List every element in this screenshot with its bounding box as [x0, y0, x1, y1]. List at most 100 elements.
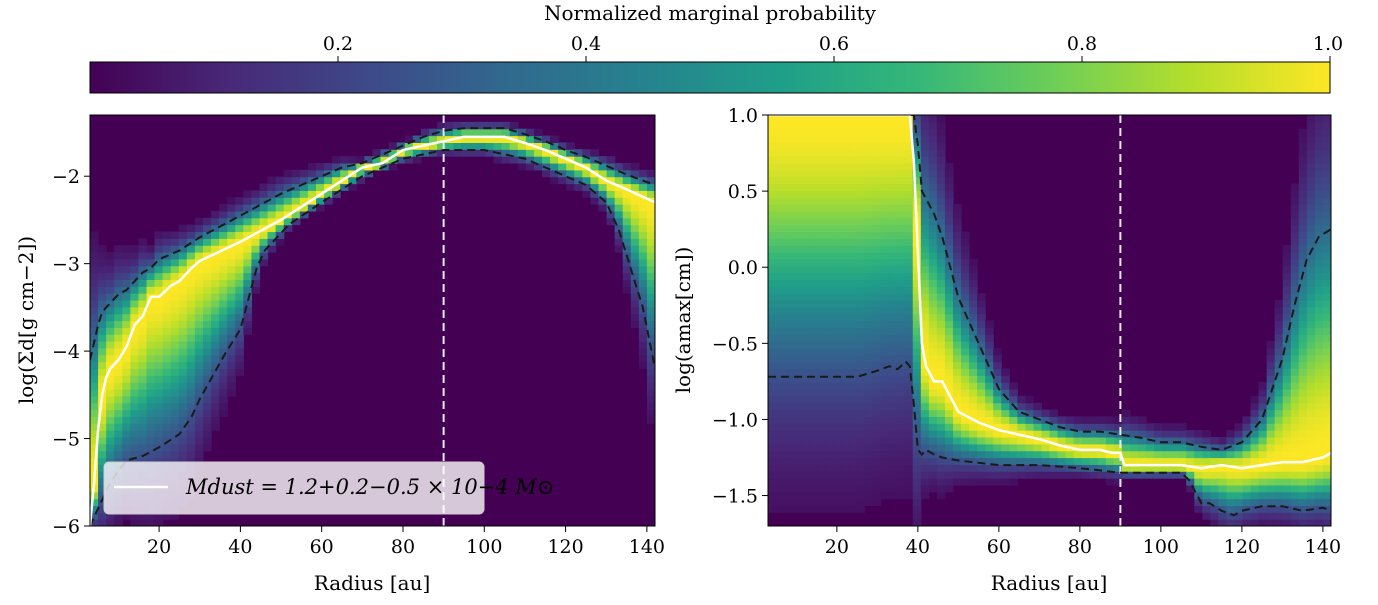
heatmap-cell — [936, 258, 946, 267]
heatmap-cell — [816, 238, 825, 246]
heatmap-cell — [896, 115, 906, 123]
heatmap-cell — [961, 347, 970, 356]
heatmap-cell — [194, 320, 204, 328]
heatmap-cell — [614, 176, 624, 185]
heatmap-cell — [1218, 450, 1228, 459]
heatmap-cell — [824, 286, 833, 294]
heatmap-cell — [1306, 231, 1316, 239]
heatmap-cell — [936, 368, 946, 376]
left-panel: 20 40 60 80 100 120 140−6−5−4−3−2 Radius [au] … — [14, 114, 665, 595]
heatmap-cell — [219, 347, 228, 356]
heatmap-cell — [90, 238, 99, 246]
heatmap-cell — [1306, 272, 1316, 280]
heatmap-cell — [872, 423, 882, 431]
heatmap-cell — [832, 334, 841, 342]
heatmap-cell — [792, 252, 801, 260]
heatmap-cell — [792, 272, 801, 280]
heatmap-cell — [768, 306, 777, 315]
heatmap-cell — [864, 320, 874, 328]
heatmap-cell — [952, 423, 962, 431]
heatmap-cell — [461, 135, 470, 143]
heatmap-cell — [792, 224, 801, 233]
heatmap-cell — [1290, 265, 1300, 274]
heatmap-cell — [961, 389, 970, 397]
heatmap-cell — [896, 183, 906, 191]
heatmap-cell — [283, 183, 293, 191]
heatmap-cell — [1113, 450, 1123, 459]
heatmap-cell — [993, 354, 1002, 363]
heatmap-cell — [227, 204, 236, 212]
heatmap-cell — [944, 190, 954, 198]
heatmap-cell — [1274, 491, 1284, 500]
heatmap-cell — [186, 436, 196, 445]
heatmap-cell — [1009, 457, 1018, 465]
heatmap-cell — [98, 368, 107, 376]
heatmap-cell — [1290, 423, 1300, 431]
heatmap-cell — [888, 224, 898, 233]
heatmap-cell — [1306, 368, 1316, 376]
heatmap-cell — [178, 306, 188, 315]
heatmap-cell — [1290, 478, 1300, 486]
heatmap-cell — [856, 162, 866, 171]
heatmap-cell — [1234, 491, 1244, 500]
heatmap-cell — [1314, 402, 1324, 411]
heatmap-cell — [904, 382, 914, 390]
heatmap-cell — [1322, 354, 1331, 363]
heatmap-cell — [888, 389, 898, 397]
heatmap-cell — [952, 217, 962, 226]
heatmap-cell — [1218, 505, 1228, 513]
heatmap-cell — [1202, 450, 1211, 459]
heatmap-cell — [122, 382, 131, 390]
heatmap-cell — [90, 361, 99, 370]
heatmap-cell — [896, 395, 906, 404]
heatmap-cell — [219, 299, 228, 308]
heatmap-cell — [808, 505, 817, 513]
heatmap-cell — [816, 197, 825, 205]
heatmap-cell — [1001, 395, 1010, 404]
heatmap-cell — [784, 430, 793, 438]
heatmap-cell — [1314, 190, 1324, 198]
heatmap-cell — [800, 498, 809, 507]
heatmap-cell — [1129, 436, 1139, 445]
heatmap-cell — [832, 443, 841, 452]
heatmap-cell — [969, 306, 978, 315]
heatmap-cell — [1001, 409, 1010, 417]
heatmap-cell — [251, 217, 261, 226]
heatmap-cell — [1049, 471, 1059, 479]
heatmap-cell — [944, 341, 954, 349]
heatmap-cell — [614, 210, 624, 219]
heatmap-cell — [904, 389, 914, 397]
heatmap-cell — [800, 464, 809, 472]
heatmap-cell — [944, 217, 954, 226]
heatmap-cell — [928, 402, 938, 411]
heatmap-cell — [356, 169, 366, 178]
heatmap-cell — [952, 293, 962, 301]
heatmap-cell — [969, 409, 978, 417]
heatmap-cell — [936, 265, 946, 274]
heatmap-cell — [896, 162, 906, 171]
heatmap-cell — [824, 471, 833, 479]
heatmap-cell — [1041, 409, 1051, 417]
heatmap-cell — [598, 190, 608, 198]
heatmap-cell — [880, 389, 890, 397]
heatmap-cell — [533, 149, 543, 157]
heatmap-cell — [1290, 313, 1300, 322]
heatmap-cell — [904, 347, 914, 356]
heatmap-cell — [776, 245, 785, 253]
heatmap-cell — [904, 409, 914, 417]
heatmap-cell — [614, 238, 624, 246]
heatmap-cell — [1121, 457, 1131, 465]
heatmap-cell — [993, 402, 1002, 411]
heatmap-cell — [824, 252, 833, 260]
heatmap-cell — [824, 361, 833, 370]
heatmap-cell — [840, 156, 850, 164]
heatmap-cell — [501, 128, 511, 137]
heatmap-cell — [114, 313, 123, 322]
heatmap-cell — [977, 464, 986, 472]
heatmap-cell — [614, 217, 624, 226]
heatmap-cell — [1057, 430, 1067, 438]
heatmap-cell — [912, 258, 922, 267]
heatmap-cell — [985, 430, 994, 438]
heatmap-cell — [1274, 361, 1284, 370]
heatmap-cell — [1001, 471, 1010, 479]
